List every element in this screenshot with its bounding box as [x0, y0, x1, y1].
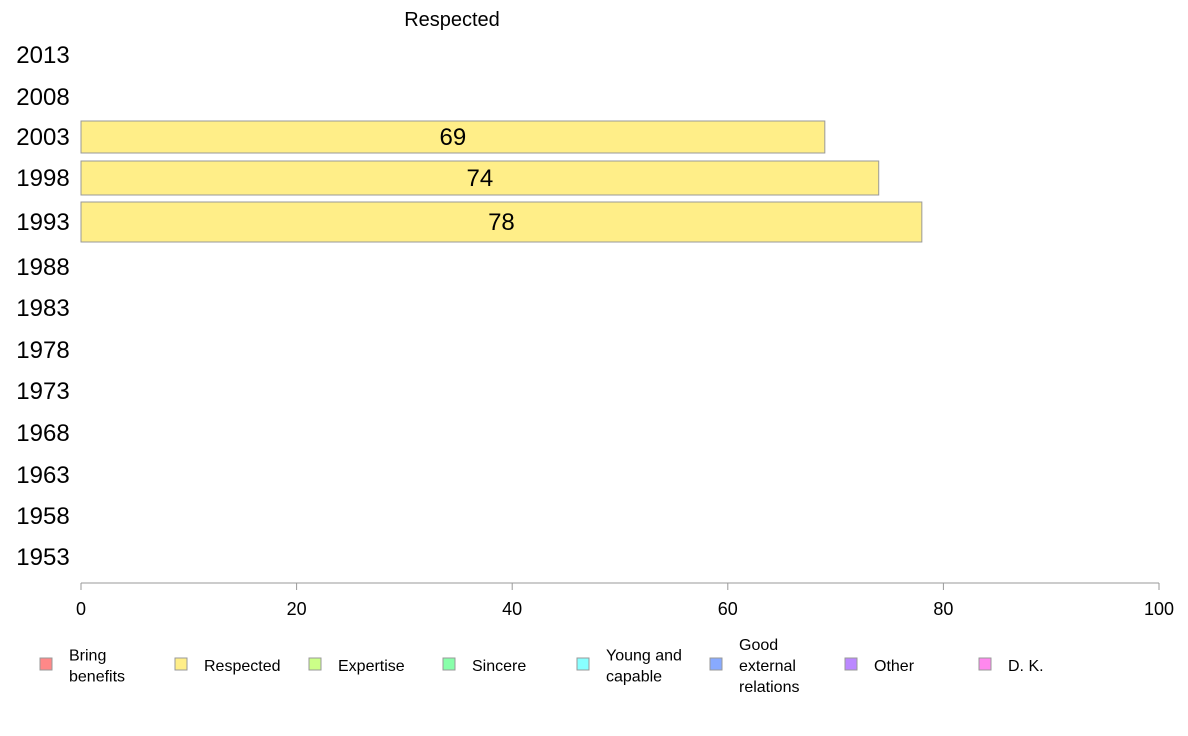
- category-label-1963: 1963: [16, 462, 69, 489]
- legend-swatch-d-k: [978, 657, 992, 671]
- x-tick-label-40: 40: [502, 599, 522, 619]
- legend-label-respected: Respected: [204, 658, 281, 675]
- legend-swatch-other: [844, 657, 858, 671]
- legend-label-other: Other: [874, 658, 915, 675]
- category-label-1978: 1978: [16, 337, 69, 364]
- x-tick-label-60: 60: [718, 599, 738, 619]
- x-tick-label-100: 100: [1144, 599, 1174, 619]
- bar-1993: [80, 201, 923, 243]
- legend-swatch-sincere: [442, 657, 456, 671]
- legend-swatch-young-and-capable: [576, 657, 590, 671]
- x-tick-label-20: 20: [287, 599, 307, 619]
- category-label-1958: 1958: [16, 503, 69, 530]
- category-label-2013: 2013: [16, 42, 69, 69]
- legend: Bring benefits Respected Expertise Sincere Y…: [39, 637, 1044, 696]
- x-axis: 0 20 40 60 80 100: [76, 582, 1174, 619]
- legend-swatch-respected: [174, 657, 188, 671]
- legend-label-d-k: D. K.: [1008, 658, 1044, 675]
- category-label-1998: 1998: [16, 165, 69, 192]
- category-label-1993: 1993: [16, 209, 69, 236]
- legend-label-bring-benefits: Bring benefits: [69, 648, 125, 686]
- bar-label-2003: 69: [440, 124, 467, 151]
- category-label-2003: 2003: [16, 124, 69, 151]
- bar-label-1998: 74: [467, 165, 494, 192]
- bar-1998: [80, 160, 880, 196]
- category-label-1988: 1988: [16, 254, 69, 281]
- legend-label-young-and-capable: Young and capable: [606, 648, 686, 686]
- category-label-1973: 1973: [16, 378, 69, 405]
- category-label-1968: 1968: [16, 420, 69, 447]
- year-labels: 2013 2008 2003 1998 1993 1988 1983 1978 1973 1968…: [16, 42, 69, 571]
- legend-label-expertise: Expertise: [338, 658, 405, 675]
- x-tick-label-0: 0: [76, 599, 86, 619]
- bar-label-1993: 78: [488, 209, 515, 236]
- legend-swatch-good-external-relations: [709, 657, 723, 671]
- bar-2003: [80, 120, 826, 154]
- x-tick-label-80: 80: [933, 599, 953, 619]
- category-label-2008: 2008: [16, 84, 69, 111]
- legend-label-good-external-relations: Good external relations: [739, 637, 800, 696]
- category-label-1983: 1983: [16, 295, 69, 322]
- category-label-1953: 1953: [16, 544, 69, 571]
- legend-swatch-bring-benefits: [39, 657, 53, 671]
- chart-title: Respected: [404, 9, 500, 31]
- legend-swatch-expertise: [308, 657, 322, 671]
- legend-label-sincere: Sincere: [472, 658, 526, 675]
